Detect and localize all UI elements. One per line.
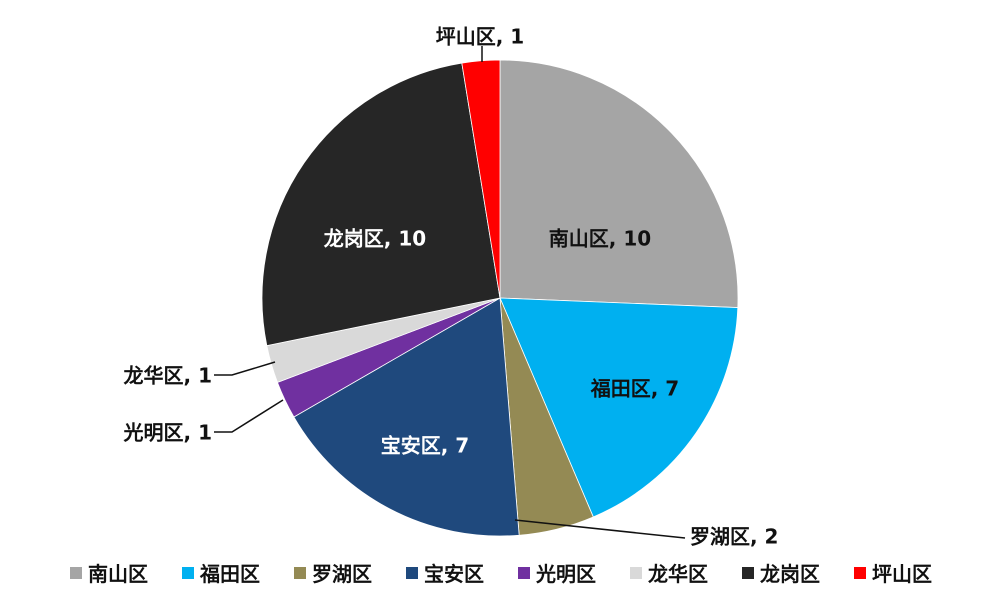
pie-slices xyxy=(261,59,739,537)
data-label: 福田区, 7 xyxy=(590,377,679,401)
legend-swatch-icon xyxy=(294,566,306,579)
legend-label: 龙岗区 xyxy=(760,562,820,586)
legend-label: 罗湖区 xyxy=(312,562,372,586)
data-label: 龙岗区, 10 xyxy=(324,227,426,251)
data-labels: 南山区, 10 福田区, 7 罗湖区, 2 宝安区, 7 光明区, 1 龙华区, 1 龙岗区… xyxy=(123,25,779,549)
data-label: 龙华区, 1 xyxy=(124,364,212,388)
legend-label: 福田区 xyxy=(200,562,260,586)
legend-label: 宝安区 xyxy=(424,562,484,586)
legend-item: 坪山区 xyxy=(854,558,932,587)
leader-line xyxy=(214,361,276,376)
legend-swatch-icon xyxy=(406,566,418,579)
legend: 南山区 福田区 罗湖区 宝安区 光明区 龙华区 龙岗区 坪山区 xyxy=(0,558,1002,587)
legend-label: 龙华区 xyxy=(648,562,708,586)
legend-label: 光明区 xyxy=(536,562,596,586)
pie-slice-6 xyxy=(261,62,501,347)
data-label: 光明区, 1 xyxy=(123,421,212,445)
legend-item: 南山区 xyxy=(70,558,148,587)
data-label: 罗湖区, 2 xyxy=(690,525,778,549)
data-label: 南山区, 10 xyxy=(549,227,651,251)
legend-swatch-icon xyxy=(182,566,194,579)
legend-swatch-icon xyxy=(630,566,642,579)
pie-slice-3 xyxy=(293,297,520,537)
data-label: 坪山区, 1 xyxy=(436,25,524,49)
legend-item: 龙华区 xyxy=(630,558,708,587)
leader-line xyxy=(514,519,686,539)
legend-label: 南山区 xyxy=(88,562,148,586)
data-label: 宝安区, 7 xyxy=(381,434,469,458)
legend-item: 宝安区 xyxy=(406,558,484,587)
leader-line xyxy=(214,399,284,433)
legend-label: 坪山区 xyxy=(872,562,932,586)
pie-slice-1 xyxy=(499,297,739,518)
legend-swatch-icon xyxy=(70,566,82,579)
legend-swatch-icon xyxy=(854,566,866,579)
legend-swatch-icon xyxy=(518,566,530,579)
leader-lines xyxy=(214,46,686,539)
legend-item: 福田区 xyxy=(182,558,260,587)
pie-slice-0 xyxy=(499,59,739,308)
legend-item: 光明区 xyxy=(518,558,596,587)
legend-item: 罗湖区 xyxy=(294,558,372,587)
legend-item: 龙岗区 xyxy=(742,558,820,587)
legend-swatch-icon xyxy=(742,566,754,579)
pie-slice-7 xyxy=(461,59,501,299)
